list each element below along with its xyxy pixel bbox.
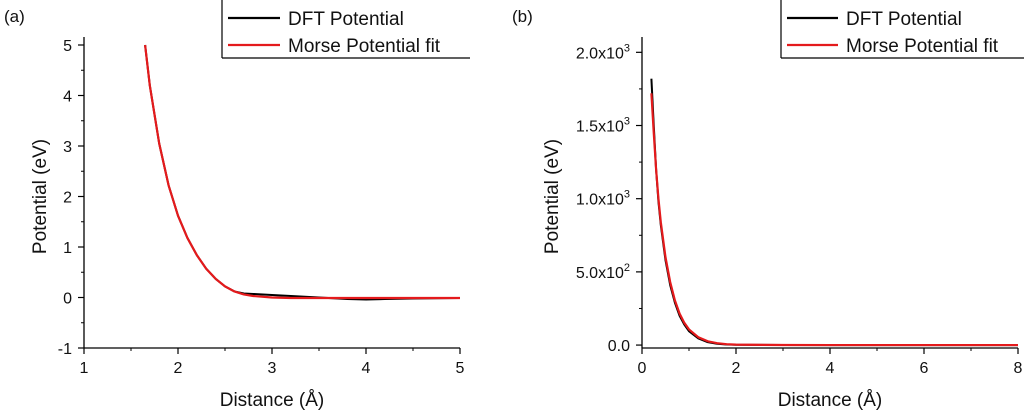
x-axis-title: Distance (Å) <box>778 390 883 411</box>
panel-label: (b) <box>512 7 533 26</box>
y-tick-label: 1.5x103 <box>576 116 630 136</box>
y-tick-label: 5 <box>63 38 72 55</box>
x-tick-label: 4 <box>362 360 371 377</box>
series-line-dft <box>650 78 1018 347</box>
y-tick-label: 4 <box>63 89 72 106</box>
y-axis-title: Potential (eV) <box>30 139 51 254</box>
x-tick-label: 1 <box>80 360 89 377</box>
x-tick-label: 4 <box>826 360 835 377</box>
chart-panel-b: (b) 0 2 4 6 8 0.0 5.0x102 1.0x103 1.5x103 2.0x103 D… <box>512 0 1024 411</box>
legend: DFT Potential Morse Potential fit <box>780 0 1024 59</box>
legend-label: DFT Potential <box>846 9 962 30</box>
y-tick-label: 5.0x102 <box>576 262 630 282</box>
x-tick-label: 2 <box>732 360 741 377</box>
series-line-morse <box>144 44 460 300</box>
y-tick-label: 2.0x103 <box>576 42 630 62</box>
legend-label: DFT Potential <box>288 9 404 30</box>
x-tick-label: 0 <box>638 360 647 377</box>
y-tick-label: 3 <box>63 139 72 156</box>
series-line-morse <box>650 93 1018 347</box>
y-tick-label: 1.0x103 <box>576 189 630 209</box>
series-line-dft <box>144 44 460 301</box>
y-tick-label: 0 <box>63 291 72 308</box>
legend: DFT Potential Morse Potential fit <box>221 0 470 59</box>
x-axis-title: Distance (Å) <box>220 390 325 411</box>
legend-label: Morse Potential fit <box>846 36 999 57</box>
x-tick-label: 5 <box>456 360 465 377</box>
x-tick-label: 3 <box>268 360 277 377</box>
x-tick-label: 8 <box>1014 360 1023 377</box>
x-tick-label: 2 <box>174 360 183 377</box>
legend-label: Morse Potential fit <box>288 36 441 57</box>
y-axis-title: Potential (eV) <box>542 139 563 254</box>
y-tick-label: 1 <box>63 240 72 257</box>
panel-label: (a) <box>4 7 25 26</box>
y-tick-label: 2 <box>63 190 72 207</box>
y-tick-label: 0.0 <box>608 338 630 355</box>
x-tick-label: 6 <box>920 360 929 377</box>
y-tick-label: -1 <box>58 341 72 358</box>
chart-panel-a: (a) 1 2 3 4 5 -1 0 1 2 3 4 5 Distance (Å) Potential (e… <box>4 0 470 411</box>
